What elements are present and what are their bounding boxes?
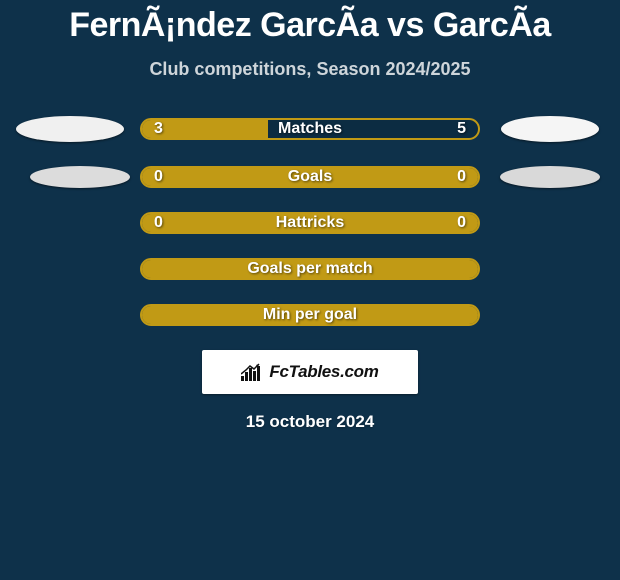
page-title: FernÃ¡ndez GarcÃ­a vs GarcÃ­a <box>0 6 620 45</box>
branding-badge[interactable]: FcTables.com <box>202 350 418 394</box>
branding-inner: FcTables.com <box>241 362 378 382</box>
stat-right-value: 0 <box>457 214 466 232</box>
stats-row: Goals per match <box>0 258 620 280</box>
stat-label: Goals <box>288 168 332 186</box>
branding-text: FcTables.com <box>269 362 378 382</box>
player-b-avatar-slot <box>480 116 620 142</box>
player-a-avatar <box>30 166 130 188</box>
stat-right-value: 5 <box>457 120 466 138</box>
player-b-avatar <box>501 116 599 142</box>
stat-bar-mpg: Min per goal <box>140 304 480 326</box>
player-b-avatar <box>500 166 600 188</box>
stat-label: Hattricks <box>276 214 344 232</box>
stats-row: 0 Hattricks 0 <box>0 212 620 234</box>
stats-row: 3 Matches 5 <box>0 116 620 142</box>
stats-row: Min per goal <box>0 304 620 326</box>
bar-chart-icon <box>241 362 263 382</box>
stat-bar-matches: 3 Matches 5 <box>140 118 480 140</box>
stat-label: Goals per match <box>247 260 372 278</box>
footer-date: 15 october 2024 <box>0 412 620 432</box>
stat-left-value: 3 <box>154 120 163 138</box>
stat-label: Min per goal <box>263 306 357 324</box>
stat-bar-hattricks: 0 Hattricks 0 <box>140 212 480 234</box>
stats-rows: 3 Matches 5 0 Goals 0 <box>0 116 620 326</box>
page-subtitle: Club competitions, Season 2024/2025 <box>0 59 620 80</box>
stats-row: 0 Goals 0 <box>0 166 620 188</box>
stat-right-value: 0 <box>457 168 466 186</box>
stat-bar-goals: 0 Goals 0 <box>140 166 480 188</box>
stat-label: Matches <box>278 120 342 138</box>
stat-left-value: 0 <box>154 168 163 186</box>
stat-bar-gpm: Goals per match <box>140 258 480 280</box>
player-a-avatar <box>16 116 124 142</box>
player-b-avatar-slot <box>480 166 620 188</box>
player-a-avatar-slot <box>0 166 140 188</box>
player-a-avatar-slot <box>0 116 140 142</box>
stat-left-value: 0 <box>154 214 163 232</box>
